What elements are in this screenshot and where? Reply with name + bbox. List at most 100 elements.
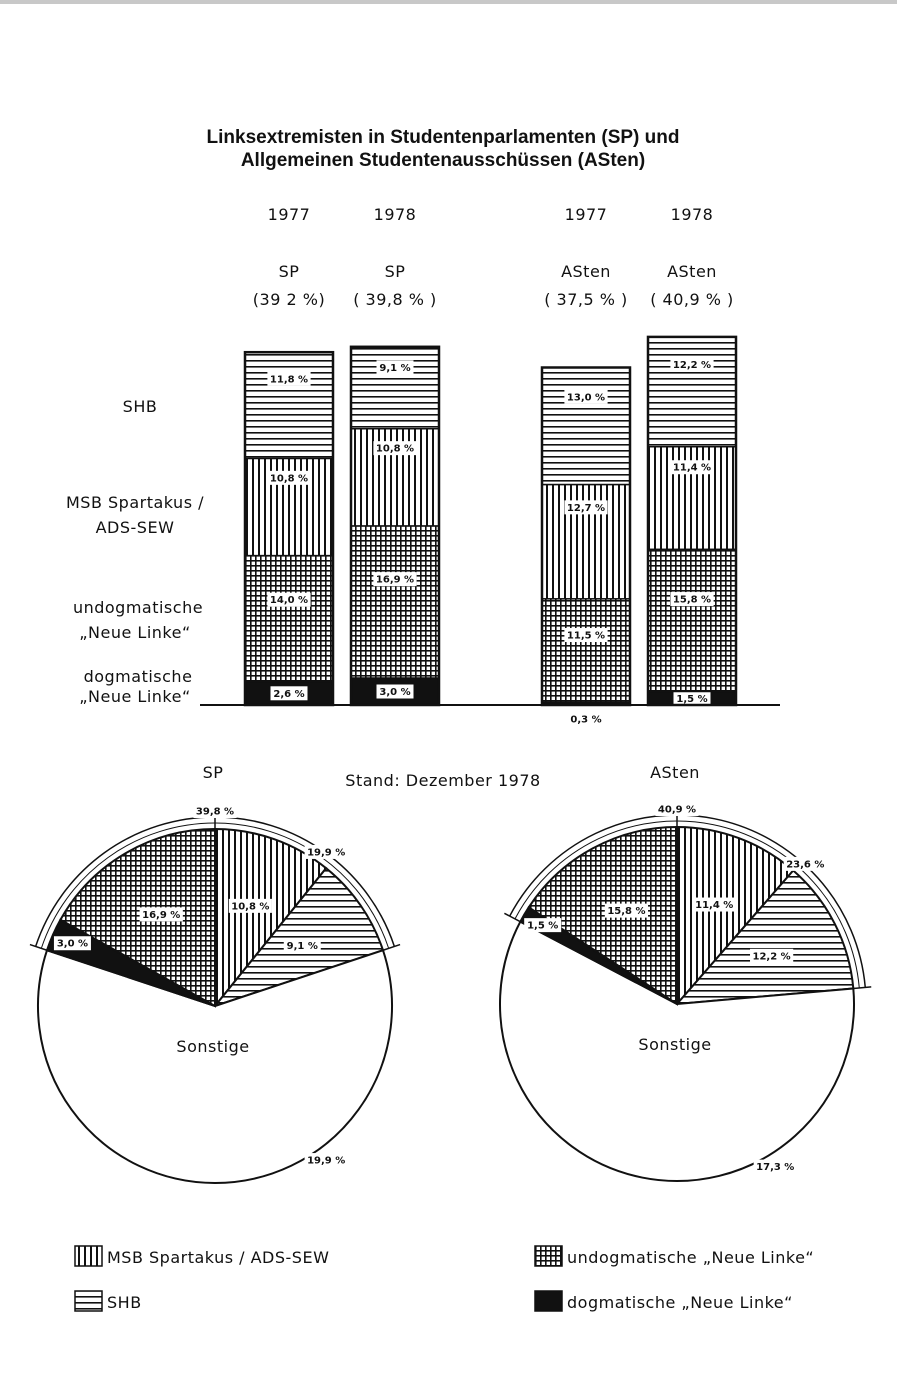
pie-arc-label: 40,9 % (658, 805, 696, 816)
bar-group-label: SP (279, 262, 300, 281)
bar-total-label: ( 40,9 % ) (650, 290, 734, 309)
bar-data-label-box (373, 441, 417, 456)
pie-data-label-box (53, 936, 91, 951)
legend-swatch-undog (534, 1245, 563, 1267)
bar-data-label-box (267, 371, 311, 386)
legend-label-dog: dogmatische „Neue Linke“ (567, 1293, 793, 1312)
bar-year-label: 1977 (565, 205, 608, 224)
pie-data-label: 11,4 % (695, 900, 733, 911)
legend-label-msb: MSB Spartakus / ADS-SEW (107, 1248, 329, 1267)
bar-outline (349, 345, 441, 707)
bar-data-label: 12,2 % (673, 360, 711, 371)
bar-chart: 1977 SP (39 2 %) 2,6 % 14,0 % 10,8 % 11,8 % 197… (200, 205, 780, 726)
pie-slice-sonstige (499, 920, 855, 1182)
pie-arc-label-box (193, 804, 237, 818)
pie-asten: ASten 11,4 % 12,2 % Sonstige 1,5 % 15,8 % 40,9… (499, 763, 872, 1182)
legend-swatch-dog (534, 1290, 563, 1312)
bar-data-label: 10,8 % (270, 473, 308, 484)
bar-data-label: 15,8 % (673, 595, 711, 606)
row-label-undog-1: undogmatische (73, 598, 203, 617)
legend-label-shb: SHB (107, 1293, 142, 1312)
bar-data-label-box (673, 691, 711, 706)
chart-title-line-1: Linksextremisten in Studentenparlamenten… (207, 127, 680, 148)
row-label-msb-2: ADS-SEW (96, 518, 175, 537)
bar-data-label: 0,3 % (570, 715, 601, 726)
legend-label-undog: undogmatische „Neue Linke“ (567, 1248, 814, 1267)
bar-segment-shb (350, 346, 440, 430)
bar-segment-undog (244, 554, 334, 683)
pie-slice-shb (674, 869, 855, 1006)
pie-arc-label-box (655, 802, 699, 816)
bar-data-label: 12,7 % (567, 503, 605, 514)
bar-data-label-box (267, 592, 311, 607)
legend-swatch-shb (74, 1290, 103, 1312)
pie-data-label-box (692, 897, 736, 912)
pie-data-label: 12,2 % (753, 951, 791, 962)
bar-data-label: 1,5 % (676, 694, 707, 705)
bar-group-label: ASten (561, 262, 611, 281)
bar-data-label-box (267, 470, 311, 485)
stand-date: Stand: Dezember 1978 (345, 771, 540, 790)
bar-segment-msb (647, 445, 737, 551)
pie-arc-label-box (753, 1159, 797, 1174)
pie-data-label: 15,8 % (607, 906, 645, 917)
pie-title: SP (203, 763, 224, 782)
pie-arc-label-box (304, 1153, 348, 1168)
bar-data-label: 11,5 % (567, 631, 605, 642)
bar-segment-shb (244, 351, 334, 460)
bar-segment-undog (350, 525, 440, 679)
bar-total-label: ( 37,5 % ) (544, 290, 628, 309)
bar-data-label-box (270, 686, 308, 701)
row-label-msb-1: MSB Spartakus / (66, 493, 204, 512)
bar-data-label-box (670, 357, 714, 372)
bar-year-label: 1978 (671, 205, 714, 224)
pie-arc-label: 39,8 % (196, 807, 234, 818)
bar-data-label: 13,0 % (567, 392, 605, 403)
pie-data-label-box (524, 918, 562, 933)
bar-group-label: SP (385, 262, 406, 281)
bar-outline (540, 366, 632, 707)
bar-segment-shb (541, 366, 631, 486)
bar-data-label: 14,0 % (270, 595, 308, 606)
row-label-undog-2: „Neue Linke“ (79, 623, 191, 642)
pie-slice-undog (527, 825, 678, 1006)
pie-arc-tick-left (504, 912, 521, 923)
bar-data-label-box (376, 684, 414, 699)
pie-data-label-box (139, 907, 183, 922)
pie-data-label-box (228, 898, 272, 913)
pie-arc-tick-right (382, 943, 401, 951)
pie-label-sonstige: Sonstige (638, 1035, 711, 1054)
pie-data-label-box (604, 903, 649, 918)
bar-outline (243, 350, 335, 707)
top-rule (0, 0, 897, 4)
row-label-dog-2: „Neue Linke“ (79, 687, 191, 706)
pie-data-label: 1,5 % (527, 921, 558, 932)
bar-group-label: ASten (667, 262, 717, 281)
bar-data-label: 3,0 % (379, 687, 410, 698)
bar-data-label: 2,6 % (273, 689, 304, 700)
pie-data-label: 3,0 % (57, 939, 88, 950)
bar-data-label: 9,1 % (379, 363, 410, 374)
pie-data-label: 16,9 % (142, 910, 180, 921)
bar-data-label-box (376, 360, 414, 375)
bar-data-label-box (564, 628, 608, 643)
pie-arc-label: 23,6 % (786, 859, 824, 870)
pie-arc-label: 19,9 % (307, 1156, 345, 1167)
pie-slice-shb (212, 866, 385, 1009)
pie-data-label-box (283, 938, 321, 953)
bar-year-label: 1977 (268, 205, 311, 224)
legend: MSB Spartakus / ADS-SEW SHB undogmatisch… (74, 1245, 814, 1312)
bar-segment-undog (541, 598, 631, 704)
pie-slice-undog (59, 827, 216, 1008)
bar-data-label-box (373, 572, 417, 587)
pie-title: ASten (650, 763, 700, 782)
row-label-shb: SHB (123, 397, 158, 416)
bar-year-label: 1978 (374, 205, 417, 224)
pie-data-label-box (750, 948, 794, 963)
pie-arc-tick-left (29, 943, 48, 951)
chart-title-line-2: Allgemeinen Studentenausschüssen (ASten) (241, 150, 645, 171)
row-label-dog-1: dogmatische (84, 667, 193, 686)
pie-arc-label-box (304, 844, 348, 859)
pie-data-label: 9,1 % (287, 941, 318, 952)
